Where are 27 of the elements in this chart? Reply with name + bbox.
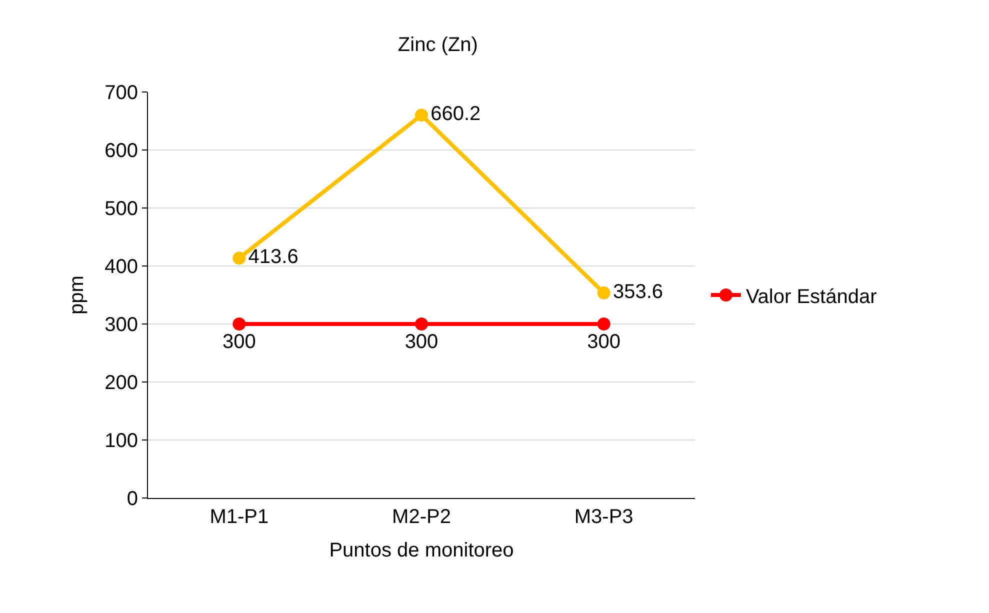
point (597, 286, 610, 300)
chart-title: Zinc (Zn) (398, 34, 478, 56)
data-label: 413.6 (248, 246, 298, 268)
y-tick-label: 100 (104, 430, 138, 452)
x-tick-label: M3-P3 (574, 506, 634, 528)
y-tick-label: 700 (104, 82, 138, 104)
data-label: 300 (222, 331, 256, 354)
point (597, 318, 610, 330)
data-label: 300 (404, 331, 438, 354)
y-tick-label: 500 (104, 198, 138, 220)
point (415, 318, 428, 330)
x-tick-label: M2-P2 (392, 506, 451, 528)
x-axis-title: Puntos de monitoreo (329, 540, 514, 562)
point (415, 108, 428, 122)
data-label: 353.6 (612, 280, 664, 303)
y-tick-label: 200 (104, 372, 138, 394)
y-axis-title: ppm (66, 276, 88, 314)
x-tick-label: M1-P1 (210, 506, 269, 528)
data-label: 660.2 (430, 103, 481, 126)
y-tick-label: 300 (104, 314, 138, 336)
legend-label: Valor Estándar (746, 286, 878, 308)
y-tick-label: 400 (104, 256, 138, 278)
y-tick-label: 600 (104, 140, 138, 162)
point (232, 252, 246, 265)
y-tick-label: 0 (126, 488, 138, 510)
point (232, 318, 246, 330)
data-label: 300 (587, 331, 621, 354)
